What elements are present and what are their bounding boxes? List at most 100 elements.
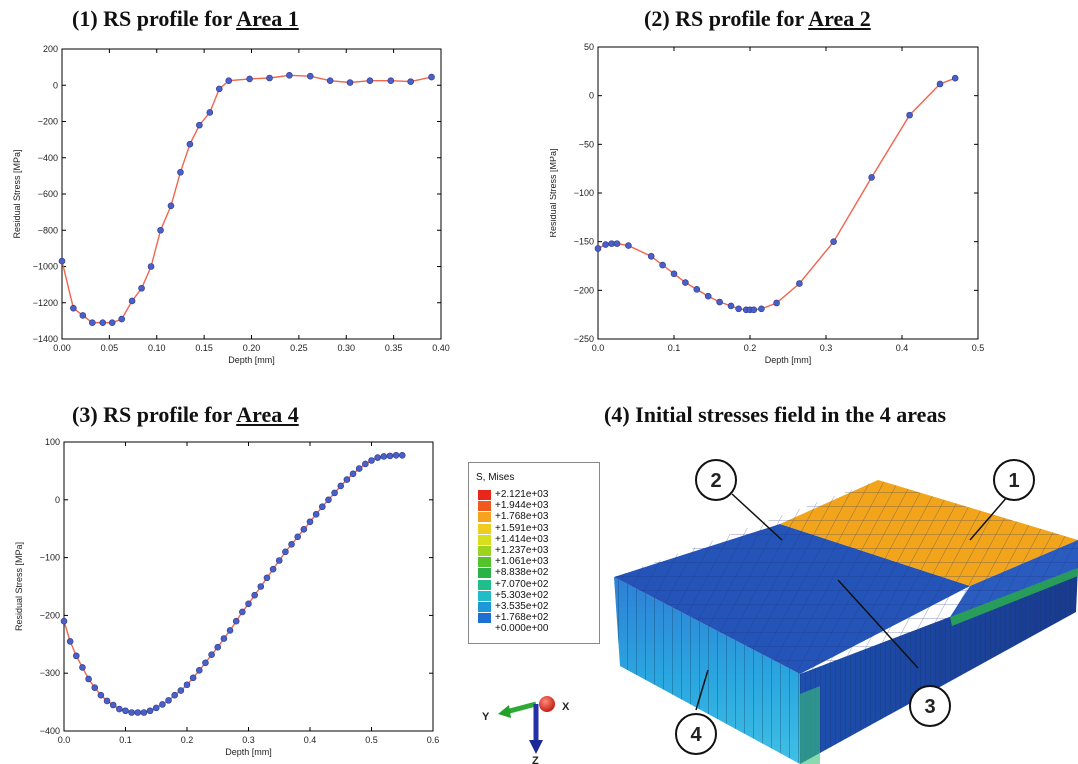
legend-value: +1.237e+03 [495, 545, 549, 556]
legend-value: +0.000e+00 [495, 623, 549, 635]
y-axis-label: Residual Stress [MPa] [12, 149, 22, 238]
x-tick-label: 0.00 [53, 343, 71, 353]
fe-corner-hotspot [800, 686, 820, 764]
data-point [906, 111, 913, 119]
data-point [73, 652, 80, 660]
y-tick-label: 100 [45, 437, 60, 447]
legend-swatch [478, 490, 491, 500]
callout-1: 1 [993, 459, 1035, 501]
data-point [232, 617, 240, 625]
data-point [226, 627, 234, 634]
callout-4-leader [695, 669, 709, 711]
chart-area-2: 0.0 0.1 0.2 0.3 0.4 0.5 50 0 −50 −100 −150 −200 −250… [550, 42, 984, 365]
data-point [167, 202, 175, 210]
data-point [118, 315, 125, 323]
callout-3-label: 3 [924, 696, 935, 718]
panel-2-title-prefix: (2) RS profile for [644, 6, 809, 31]
data-point [97, 691, 105, 699]
legend-swatch [478, 613, 491, 624]
x-axis-label: Depth [mm] [228, 355, 275, 365]
x-axis-label: Depth [mm] [225, 747, 272, 757]
legend-swatch [478, 590, 491, 601]
x-axis-label: Depth [mm] [765, 355, 812, 365]
data-point [251, 591, 258, 599]
data-point [337, 482, 345, 490]
callout-2-label: 2 [710, 470, 721, 492]
data-point [266, 74, 273, 82]
data-point [91, 684, 99, 691]
data-point [868, 174, 875, 181]
data-point [165, 697, 172, 704]
legend-value: +1.768e+02 [495, 612, 549, 624]
panel-2-title-area: Area 2 [808, 6, 871, 31]
data-point [177, 687, 185, 694]
x-tick-label: 0.6 [427, 735, 440, 745]
callout-4: 4 [675, 713, 717, 755]
data-point [157, 226, 164, 234]
data-point [773, 299, 780, 307]
data-point [116, 705, 123, 713]
data-point [625, 242, 632, 249]
data-point [346, 79, 354, 86]
legend-swatch [478, 568, 491, 579]
triad-y-arrow-icon [498, 705, 511, 718]
x-tick-label: 0.35 [385, 343, 403, 353]
y-tick-label: −600 [38, 189, 58, 199]
legend-swatch [478, 534, 491, 545]
panel-4-title: (4) Initial stresses field in the 4 area… [604, 402, 946, 427]
y-tick-label: 200 [43, 44, 58, 54]
data-point [128, 297, 136, 305]
x-tick-label: 0.25 [290, 343, 308, 353]
data-point [392, 451, 400, 459]
data-point [85, 675, 92, 683]
data-point [294, 533, 302, 541]
data-point [171, 691, 178, 699]
legend-value: +5.303e+02 [495, 589, 549, 601]
data-point [79, 664, 86, 671]
data-point [343, 476, 351, 483]
x-tick-label: 0.3 [242, 735, 255, 745]
data-point [951, 74, 959, 82]
data-point [66, 638, 74, 645]
data-point [134, 709, 142, 716]
data-point [387, 77, 395, 85]
y-tick-label: −1400 [33, 334, 58, 344]
y-tick-label: −250 [574, 334, 594, 344]
triad-label-z: Z [532, 755, 539, 764]
x-tick-label: 0.4 [896, 343, 909, 353]
data-point [613, 240, 621, 247]
x-tick-label: 0.2 [181, 735, 194, 745]
data-point [269, 565, 277, 573]
y-tick-label: −400 [40, 726, 60, 736]
data-point [89, 319, 96, 326]
data-point [796, 280, 803, 287]
data-point [602, 241, 609, 248]
x-tick-label: 0.1 [119, 735, 132, 745]
chart-area-1: 0.00 0.05 0.10 0.15 0.20 0.25 0.30 0.35 0.40 200 0… [12, 44, 450, 365]
legend-value: +1.944e+03 [495, 500, 549, 512]
data-point [246, 75, 253, 83]
data-point [428, 73, 435, 81]
data-point [225, 77, 233, 85]
legend-swatch [478, 523, 491, 534]
data-point [682, 279, 689, 286]
data-point [239, 608, 246, 616]
data-point [318, 503, 326, 511]
data-point [716, 298, 723, 306]
panel-3-title-prefix: (3) RS profile for [72, 402, 237, 427]
data-point [186, 140, 194, 148]
data-point [257, 583, 265, 590]
x-tick-label: 0.1 [668, 343, 681, 353]
y-tick-label: −1000 [33, 262, 58, 272]
y-axis-label: Residual Stress [MPa] [14, 542, 24, 631]
data-point [693, 286, 701, 293]
x-tick-label: 0.5 [365, 735, 378, 745]
data-point [300, 525, 308, 533]
data-point [362, 460, 369, 468]
data-point [704, 292, 712, 300]
y-tick-label: 0 [53, 80, 58, 90]
data-point [263, 574, 271, 582]
data-point [196, 121, 203, 129]
triad-label-x: X [562, 701, 570, 713]
triad-y-axis [505, 701, 537, 715]
